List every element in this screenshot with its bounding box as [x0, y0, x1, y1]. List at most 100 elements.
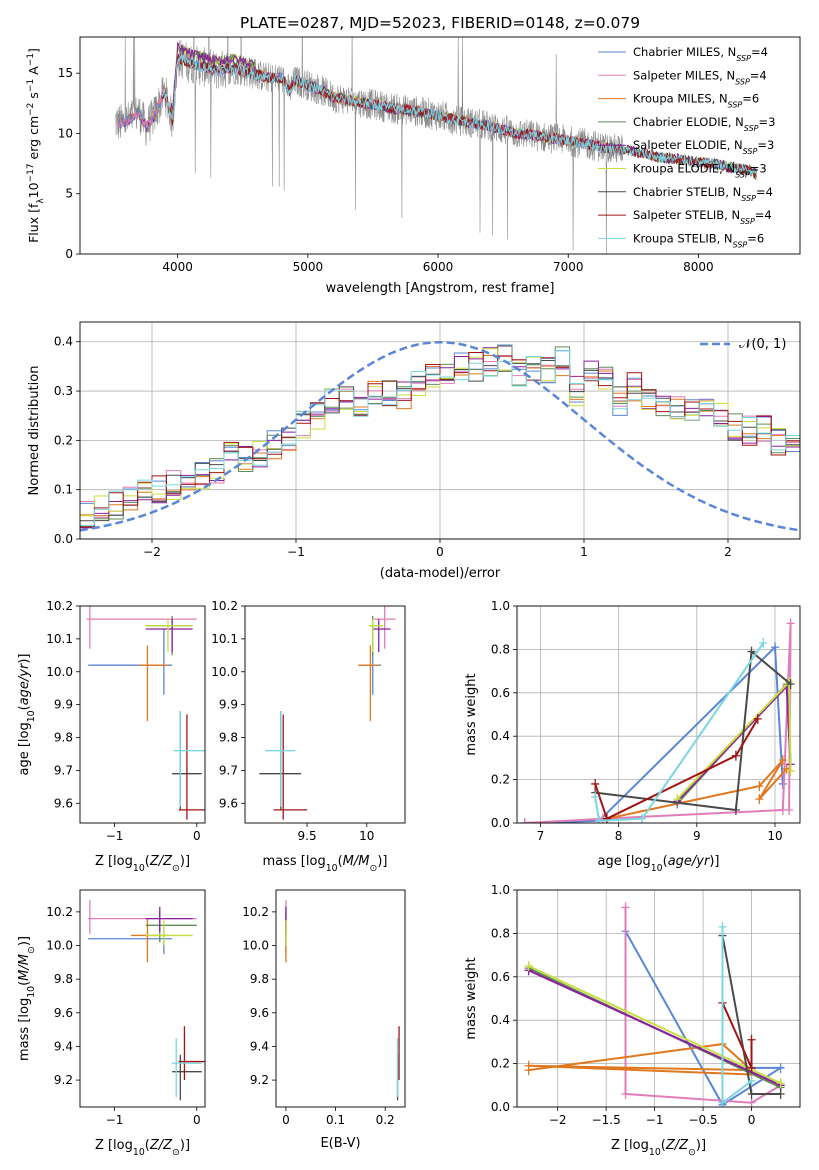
y-tick-label: 1.0	[491, 883, 510, 897]
weight-line	[594, 642, 765, 822]
x-tick-label: 0	[748, 1113, 756, 1127]
label-part: (	[17, 705, 32, 710]
weight-marker	[776, 1088, 785, 1099]
label-part: )]	[180, 854, 190, 869]
x-tick-label: 10	[359, 829, 374, 843]
weight-marker	[770, 642, 779, 653]
label-part: ⊙	[172, 1147, 180, 1158]
x-tick-label: −1	[287, 545, 305, 559]
y-tick-label: 0	[65, 247, 73, 261]
weight-marker	[776, 1062, 785, 1073]
x-tick-label: 6000	[423, 260, 454, 274]
legend-sub: SSP	[735, 77, 750, 86]
label-part: 10	[649, 1147, 661, 1158]
label-part: 10	[133, 863, 145, 874]
weight-marker	[591, 791, 600, 802]
x-tick-label: 0	[282, 1113, 290, 1127]
y-axis-label: mass weight	[464, 673, 479, 755]
label-part: ⊙	[369, 863, 377, 874]
x-tick-label: 0	[193, 829, 201, 843]
panel-spectrum: 4000 5000 6000 7000 8000 0 5 10 15 wavelength [An…	[26, 36, 801, 296]
y-axis-label: age [log10(age/yr)]	[17, 653, 37, 775]
y-tick-label: 9.4	[54, 1039, 73, 1053]
weight-line	[624, 930, 785, 1107]
normal-curve	[80, 340, 800, 532]
legend-sub: SSP	[728, 100, 743, 109]
x-tick-label: 8	[615, 829, 623, 843]
label-part: Z/Z	[149, 854, 173, 869]
axes-frame	[79, 889, 206, 1108]
label-part: A	[26, 66, 41, 79]
legend-label: Salpeter STELIB, NSSP=4	[633, 208, 772, 226]
label-part: −1	[26, 53, 36, 66]
y-tick-label: 10.0	[242, 939, 269, 953]
label-part: Flux [f	[26, 203, 41, 243]
figure-title: PLATE=0287, MJD=52023, FIBERID=0148, z=0…	[240, 14, 640, 32]
label-part: )]	[709, 854, 719, 869]
y-tick-label: 9.8	[54, 731, 73, 745]
y-tick-label: 1.0	[491, 599, 510, 613]
legend-label: Kroupa STELIB, NSSP=6	[633, 231, 764, 249]
weight-marker	[524, 1060, 533, 1071]
weight-marker	[785, 804, 794, 815]
label-part: ]	[26, 48, 41, 53]
y-tick-label: 9.2	[250, 1073, 269, 1087]
panel-weight-vs-z: −2 −1.5 −1 −0.5 0 0.0 0.2 0.4 0.6 0.8 1.0 mass weig…	[464, 883, 801, 1158]
y-tick-label: 10.0	[46, 939, 73, 953]
x-tick-label: 4000	[162, 260, 193, 274]
weight-marker	[524, 960, 533, 971]
label-part: age/yr	[17, 662, 32, 705]
label-part: )]	[377, 854, 387, 869]
label-part: 10	[26, 182, 41, 198]
axes-frame	[275, 889, 406, 1108]
legend-count: =3	[750, 162, 767, 176]
label-part: s	[26, 92, 41, 103]
weight-line	[594, 718, 759, 821]
axes-frame	[79, 36, 801, 255]
legend-label: Chabrier STELIB, NSSP=4	[633, 185, 773, 203]
y-tick-label: 10.1	[211, 632, 238, 646]
weight-marker	[718, 921, 727, 932]
y-tick-label: 0.4	[54, 335, 73, 349]
weight-marker	[782, 763, 791, 774]
weight-marker	[747, 1062, 756, 1073]
label-part: age [log	[597, 854, 650, 869]
legend-sub: SSP	[741, 193, 756, 202]
x-tick-label: 1	[580, 545, 588, 559]
y-tick-label: 15	[58, 66, 73, 80]
panel-weight-vs-age: 7 8 9 10 0.0 0.2 0.4 0.6 0.8 1.0 mass weight age [l…	[464, 599, 801, 874]
label-part: )]	[180, 1138, 190, 1153]
x-tick-label: −1	[106, 1113, 124, 1127]
legend-count: =4	[750, 68, 767, 82]
y-axis-label: Normed distribution	[27, 366, 42, 496]
weight-marker	[786, 765, 795, 776]
x-axis-label: Z [log10(Z/Z⊙)]	[95, 1138, 190, 1158]
y-tick-label: 0.6	[491, 686, 510, 700]
y-tick-label: 0.3	[54, 384, 73, 398]
label-part: (	[663, 854, 668, 869]
label-part: Z/Z	[149, 1138, 173, 1153]
legend-text: Kroupa STELIB, N	[633, 231, 733, 245]
x-tick-label: 0.2	[376, 1113, 395, 1127]
x-axis-label: wavelength [Angstrom, rest frame]	[326, 281, 555, 296]
weight-marker	[747, 646, 756, 657]
plot-area	[86, 606, 205, 820]
legend-sub: SSP	[735, 170, 750, 179]
x-tick-label: −2	[143, 545, 161, 559]
y-tick-label: 10.0	[46, 665, 73, 679]
label-part: (	[661, 1138, 666, 1153]
y-tick-label: 9.8	[250, 972, 269, 986]
weight-line	[528, 969, 782, 1087]
y-tick-label: 0.0	[54, 532, 73, 546]
label-part: Z [log	[95, 854, 133, 869]
label-part: −1	[26, 79, 36, 92]
legend-text: Salpeter MILES, N	[633, 68, 735, 82]
label-part: age/yr	[668, 854, 711, 869]
x-axis-label: (data-model)/error	[380, 566, 501, 581]
legend-sub: SSP	[733, 240, 748, 249]
legend-label: Chabrier MILES, NSSP=4	[633, 45, 768, 63]
histogram-step	[80, 344, 800, 517]
label-part: )]	[17, 936, 32, 946]
